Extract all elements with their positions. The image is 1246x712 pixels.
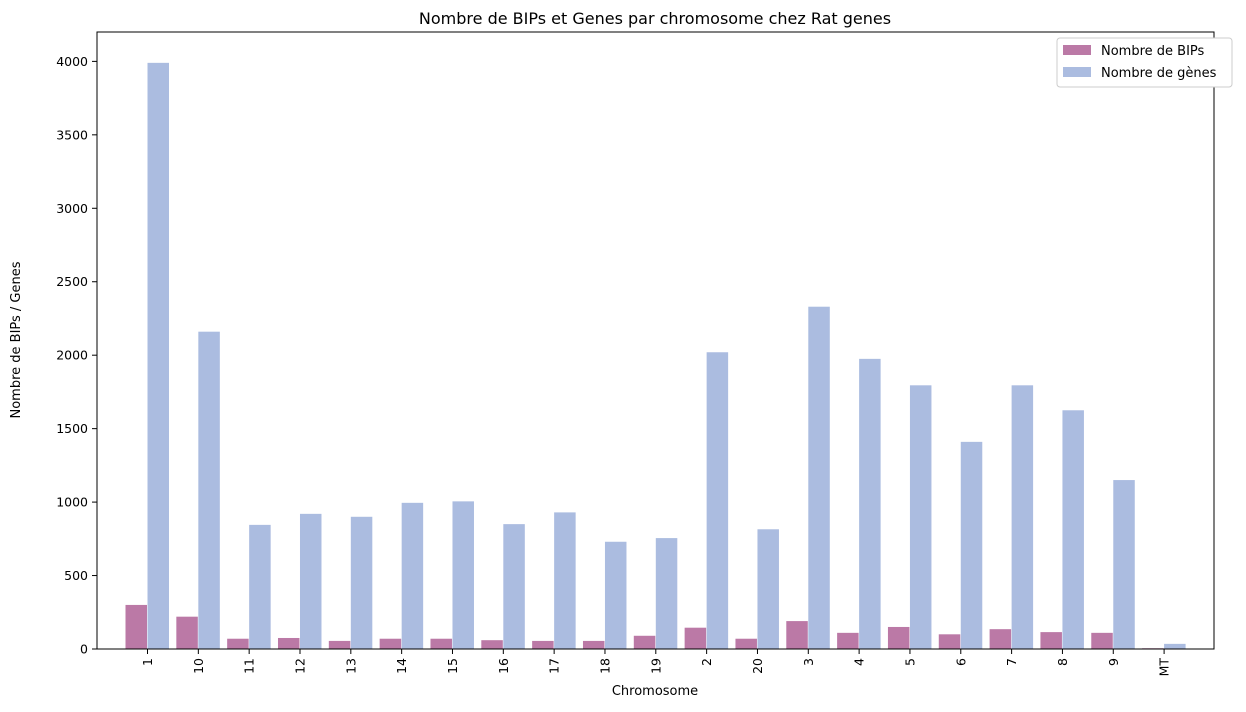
bar-genes-2 (706, 352, 729, 649)
bar-genes-3 (808, 306, 830, 649)
x-tick-label: 20 (750, 658, 765, 674)
bar-bips-12 (277, 637, 300, 649)
bar-genes-9 (1113, 480, 1135, 649)
x-tick-label: 10 (191, 658, 206, 674)
legend-label-bips: Nombre de BIPs (1101, 44, 1205, 59)
bar-bips-6 (938, 634, 961, 649)
bar-bips-7 (989, 629, 1012, 649)
y-axis: 0 500 1000 1500 2000 2500 3000 3500 4000 (56, 54, 97, 657)
x-tick-label: 19 (648, 658, 663, 674)
x-tick-label: 2 (699, 658, 714, 666)
x-tick-label: 16 (496, 658, 511, 674)
bar-genes-4 (859, 358, 881, 649)
bar-bips-11 (227, 638, 249, 649)
chart-title: Nombre de BIPs et Genes par chromosome c… (419, 9, 891, 28)
y-tick-label: 0 (80, 642, 88, 657)
bar-genes-20 (757, 529, 779, 649)
x-tick-label: 15 (445, 658, 460, 674)
x-tick-label: 9 (1106, 658, 1121, 666)
bar-genes-10 (198, 331, 220, 649)
y-tick-label: 2000 (56, 348, 88, 363)
y-tick-label: 2500 (56, 274, 88, 289)
y-axis-label: Nombre de BIPs / Genes (9, 261, 24, 418)
x-tick-label: 8 (1055, 658, 1070, 666)
y-tick-label: 4000 (56, 54, 88, 69)
x-axis-label: Chromosome (612, 684, 698, 699)
bar-genes-15 (452, 501, 474, 649)
x-tick-label: 6 (953, 658, 968, 666)
x-tick-label: 13 (343, 658, 358, 674)
bar-bips-20 (735, 638, 757, 649)
legend-label-genes: Nombre de gènes (1101, 66, 1217, 81)
bar-genes-19 (655, 538, 678, 649)
bar-bips-5 (887, 626, 910, 649)
bar-genes-18 (604, 541, 627, 649)
bar-bips-8 (1040, 632, 1062, 649)
bar-bips-16 (481, 640, 503, 649)
x-tick-label: 3 (801, 658, 816, 666)
x-tick-label: 7 (1004, 658, 1019, 666)
y-tick-label: 1000 (56, 495, 88, 510)
legend-swatch-bips (1063, 45, 1091, 55)
bar-bips-4 (837, 632, 859, 649)
bar-bips-17 (532, 640, 554, 649)
bar-bips-18 (582, 640, 605, 649)
bars-group (125, 62, 1186, 650)
bar-bips-13 (328, 640, 351, 649)
bar-genes-7 (1011, 385, 1034, 649)
bar-bips-1 (125, 604, 147, 649)
x-tick-label: MT (1157, 658, 1172, 677)
bar-genes-14 (401, 502, 424, 649)
legend-swatch-genes (1063, 67, 1091, 77)
legend-box (1056, 37, 1233, 88)
y-tick-label: 3000 (56, 201, 88, 216)
bar-bips-9 (1091, 632, 1113, 649)
bar-bips-19 (633, 635, 656, 649)
x-tick-label: 17 (547, 658, 562, 674)
x-tick-label: 18 (597, 658, 612, 674)
y-tick-label: 1500 (56, 421, 88, 436)
y-tick-label: 3500 (56, 127, 88, 142)
x-tick-label: 12 (292, 658, 307, 674)
bar-bips-2 (684, 627, 707, 649)
bar-bips-10 (176, 616, 198, 649)
x-tick-label: 4 (852, 658, 867, 666)
bar-genes-16 (503, 524, 525, 649)
bar-genes-6 (960, 441, 983, 649)
bar-genes-13 (350, 516, 373, 649)
x-tick-label: 1 (140, 658, 155, 666)
x-axis: 1 10 11 12 13 14 15 16 17 18 19 2 20 3 4 5 6 7 8 9 MT (140, 649, 1172, 676)
bar-genes-17 (554, 512, 576, 649)
bar-genes-12 (299, 513, 322, 649)
bar-genes-MT (1164, 643, 1186, 649)
bar-genes-11 (249, 524, 271, 649)
bar-genes-5 (909, 385, 932, 649)
x-tick-label: 5 (902, 658, 917, 666)
bar-bips-14 (379, 638, 402, 649)
x-tick-label: 14 (394, 658, 409, 674)
legend: Nombre de BIPs Nombre de gènes (1056, 37, 1233, 88)
bar-bips-3 (786, 621, 808, 649)
x-tick-label: 11 (242, 658, 257, 674)
bar-genes-1 (147, 62, 169, 650)
y-tick-label: 500 (64, 568, 88, 583)
bar-bips-15 (430, 638, 452, 649)
bar-genes-8 (1062, 410, 1084, 649)
